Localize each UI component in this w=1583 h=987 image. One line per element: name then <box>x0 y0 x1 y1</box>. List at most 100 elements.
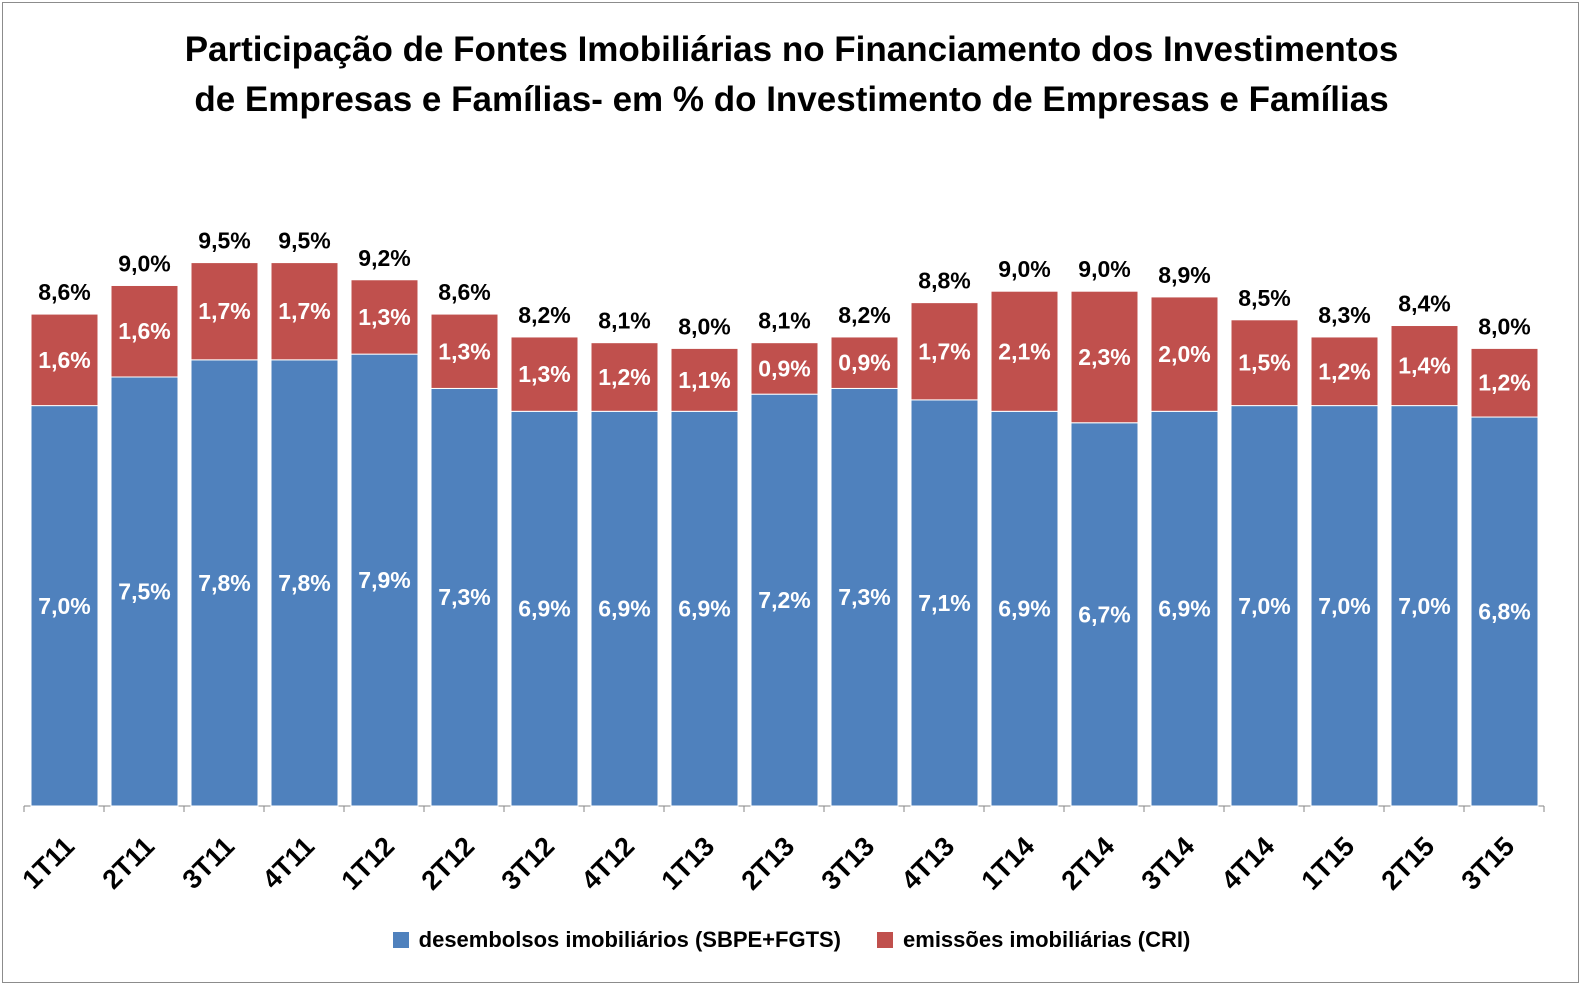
x-tick-label-1T15: 1T15 <box>1296 831 1361 896</box>
bar-emissoes-4T14 <box>1230 319 1299 407</box>
bar-emissoes-2T14 <box>1070 290 1139 424</box>
x-tick-label-1T12: 1T12 <box>336 831 401 896</box>
data-label-desembolsos-2T13: 7,2% <box>758 587 810 613</box>
x-tick-label-3T12: 3T12 <box>496 831 561 896</box>
total-label-4T14: 8,5% <box>1238 285 1290 311</box>
total-label-2T15: 8,4% <box>1398 291 1450 317</box>
bar-desembolsos-1T15 <box>1310 405 1379 807</box>
total-label-3T15: 8,0% <box>1478 313 1530 339</box>
bar-emissoes-4T11 <box>270 262 339 361</box>
total-label-4T11: 9,5% <box>278 228 330 254</box>
data-label-emissoes-1T15: 1,2% <box>1318 358 1370 384</box>
chart-title-line-1: Participação de Fontes Imobiliárias no F… <box>184 30 1399 69</box>
bar-desembolsos-4T14 <box>1230 405 1299 807</box>
data-label-desembolsos-1T11: 7,0% <box>38 593 90 619</box>
x-tick-label-3T15: 3T15 <box>1456 831 1521 896</box>
x-tick-label-3T11: 3T11 <box>177 831 241 895</box>
data-label-emissoes-1T12: 1,3% <box>358 304 410 330</box>
bar-desembolsos-1T14 <box>990 410 1059 807</box>
x-tick-label-4T13: 4T13 <box>896 831 961 896</box>
bar-emissoes-3T11 <box>190 262 259 361</box>
x-tick-label-1T13: 1T13 <box>656 831 721 896</box>
bar-emissoes-2T15 <box>1390 325 1459 407</box>
x-tick-label-2T13: 2T13 <box>736 831 801 896</box>
bar-emissoes-1T11 <box>30 313 99 407</box>
x-tick-label-3T14: 3T14 <box>1136 831 1201 896</box>
bar-emissoes-2T11 <box>110 284 179 378</box>
x-tick-label-4T11: 4T11 <box>257 831 321 895</box>
bar-desembolsos-3T13 <box>830 387 899 807</box>
data-label-desembolsos-2T11: 7,5% <box>118 579 170 605</box>
data-label-desembolsos-3T13: 7,3% <box>838 584 890 610</box>
x-tick-label-4T14: 4T14 <box>1216 831 1281 896</box>
bar-desembolsos-4T13 <box>910 399 979 807</box>
stacked-bar-chart: 7,0% 1,6% 8,6% 1T11 7,5% 1,6% 9,0% 2T11 7,8% 1,7%… <box>17 228 1545 896</box>
data-label-desembolsos-3T11: 7,8% <box>198 570 250 596</box>
data-label-desembolsos-3T14: 6,9% <box>1158 596 1210 622</box>
chart-title: Participação de Fontes Imobiliárias no F… <box>3 25 1580 125</box>
data-label-desembolsos-1T13: 6,9% <box>678 596 730 622</box>
bar-emissoes-3T15 <box>1470 347 1539 418</box>
data-label-desembolsos-1T14: 6,9% <box>998 596 1050 622</box>
bar-desembolsos-2T13 <box>750 393 819 807</box>
x-tick-label-2T11: 2T11 <box>97 831 161 895</box>
bar-emissoes-3T13 <box>830 336 899 389</box>
total-label-2T12: 8,6% <box>438 279 490 305</box>
data-label-emissoes-4T12: 1,2% <box>598 364 650 390</box>
data-label-desembolsos-3T12: 6,9% <box>518 596 570 622</box>
data-label-emissoes-4T13: 1,7% <box>918 338 970 364</box>
bar-desembolsos-4T12 <box>590 410 659 807</box>
total-label-3T11: 9,5% <box>198 228 250 254</box>
bar-emissoes-1T15 <box>1310 336 1379 407</box>
data-label-emissoes-3T11: 1,7% <box>198 298 250 324</box>
bar-desembolsos-2T12 <box>430 387 499 807</box>
total-label-1T11: 8,6% <box>38 279 90 305</box>
data-label-emissoes-3T15: 1,2% <box>1478 370 1530 396</box>
bar-desembolsos-3T12 <box>510 410 579 807</box>
total-label-3T13: 8,2% <box>838 302 890 328</box>
total-label-4T13: 8,8% <box>918 268 970 294</box>
legend-label-desembolsos: desembolsos imobiliários (SBPE+FGTS) <box>418 927 842 952</box>
total-label-1T12: 9,2% <box>358 245 410 271</box>
data-label-emissoes-3T12: 1,3% <box>518 361 570 387</box>
bar-emissoes-1T13 <box>670 347 739 412</box>
data-label-emissoes-4T14: 1,5% <box>1238 350 1290 376</box>
total-label-3T12: 8,2% <box>518 302 570 328</box>
bar-desembolsos-3T14 <box>1150 410 1219 807</box>
data-label-desembolsos-1T12: 7,9% <box>358 567 410 593</box>
bar-desembolsos-1T12 <box>350 353 419 807</box>
total-label-2T13: 8,1% <box>758 308 810 334</box>
x-tick-label-1T14: 1T14 <box>976 831 1041 896</box>
x-tick-label-1T11: 1T11 <box>17 831 81 895</box>
data-label-desembolsos-4T12: 6,9% <box>598 596 650 622</box>
bar-desembolsos-3T11 <box>190 359 259 807</box>
x-tick-label-3T13: 3T13 <box>816 831 881 896</box>
data-label-emissoes-2T11: 1,6% <box>118 318 170 344</box>
bar-desembolsos-1T13 <box>670 410 739 807</box>
data-label-emissoes-3T13: 0,9% <box>838 350 890 376</box>
data-label-emissoes-2T14: 2,3% <box>1078 344 1130 370</box>
bar-desembolsos-2T15 <box>1390 405 1459 807</box>
chart-legend: desembolsos imobiliários (SBPE+FGTS) emi… <box>3 927 1580 953</box>
data-label-emissoes-2T15: 1,4% <box>1398 353 1450 379</box>
legend-item-desembolsos: desembolsos imobiliários (SBPE+FGTS) <box>392 927 842 953</box>
data-label-desembolsos-2T14: 6,7% <box>1078 601 1130 627</box>
total-label-1T15: 8,3% <box>1318 302 1370 328</box>
bar-emissoes-3T12 <box>510 336 579 412</box>
legend-item-emissoes: emissões imobiliárias (CRI) <box>877 927 1190 953</box>
bar-emissoes-3T14 <box>1150 296 1219 412</box>
data-label-desembolsos-3T15: 6,8% <box>1478 599 1530 625</box>
x-tick-label-2T15: 2T15 <box>1376 831 1441 896</box>
bar-desembolsos-4T11 <box>270 359 339 807</box>
bar-emissoes-1T14 <box>990 290 1059 412</box>
total-label-2T11: 9,0% <box>118 250 170 276</box>
total-label-2T14: 9,0% <box>1078 256 1130 282</box>
data-label-desembolsos-2T15: 7,0% <box>1398 593 1450 619</box>
data-label-desembolsos-4T14: 7,0% <box>1238 593 1290 619</box>
total-label-3T14: 8,9% <box>1158 262 1210 288</box>
bar-emissoes-4T13 <box>910 302 979 401</box>
bar-desembolsos-3T15 <box>1470 416 1539 807</box>
bar-emissoes-2T12 <box>430 313 499 389</box>
data-label-desembolsos-4T11: 7,8% <box>278 570 330 596</box>
